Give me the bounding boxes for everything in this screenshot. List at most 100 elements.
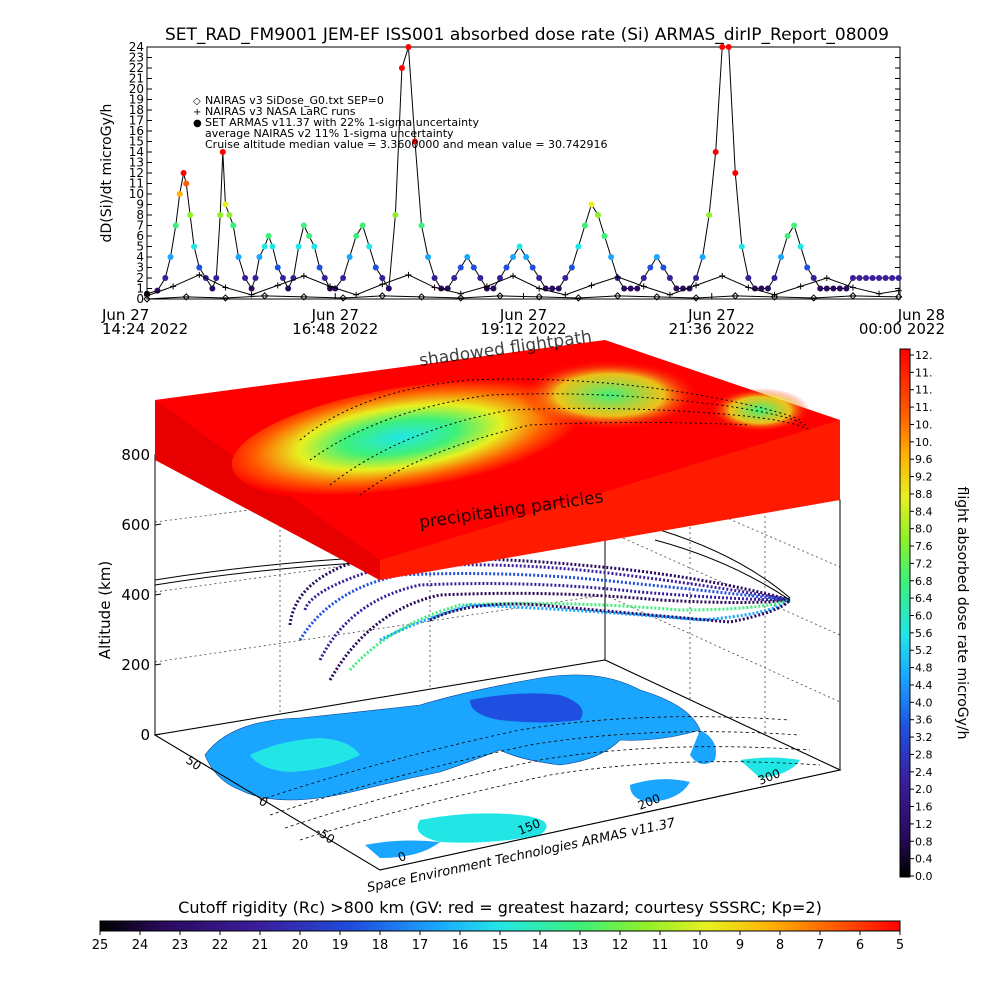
armas-point xyxy=(634,285,641,292)
colorbar-tick-label: 2.8 xyxy=(915,748,933,761)
armas-point xyxy=(555,285,562,292)
armas-point xyxy=(588,201,595,208)
rigidity-tick-label: 8 xyxy=(776,938,784,953)
nairas-larc-point xyxy=(849,284,856,291)
y-tick-label: 18 xyxy=(129,103,144,117)
nairas-v3-point xyxy=(300,293,308,301)
y-axis-label: dD(Si)/dt microGy/h xyxy=(99,104,115,243)
x-tick-date: Jun 27 xyxy=(311,306,359,324)
rigidity-tick-label: 14 xyxy=(532,938,549,953)
armas-point xyxy=(647,264,654,271)
armas-point xyxy=(196,264,203,271)
nairas-larc-point xyxy=(771,291,778,298)
colorbar-tick-label: 1.2 xyxy=(915,818,933,831)
rigidity-tick-label: 24 xyxy=(132,938,149,953)
z-tick-label: 200 xyxy=(121,656,150,674)
armas-point xyxy=(222,201,229,208)
armas-point xyxy=(230,222,237,229)
series-line xyxy=(146,295,899,300)
armas-point xyxy=(248,285,255,292)
colorbar-ticks: 0.0 0.4 0.8 1.2 1.6 2.0 2.4 2.8 3.2 3.6 4.0 4.4 4.8 5… xyxy=(910,349,933,883)
nairas-larc-point xyxy=(895,287,902,294)
armas-point xyxy=(256,254,263,260)
nairas-v3-point xyxy=(339,294,347,302)
armas-point xyxy=(213,275,220,281)
x-tick-time: 19:12 2022 xyxy=(480,320,566,338)
rigidity-tick-label: 10 xyxy=(692,938,709,953)
armas-point xyxy=(823,285,830,292)
nairas-v3-point xyxy=(417,293,426,301)
armas-point xyxy=(176,191,183,197)
colorbar-tick-label: 8.0 xyxy=(915,523,933,536)
y-tick-label: 1 xyxy=(136,282,144,296)
colorbar-tick-label: 4.8 xyxy=(915,662,933,675)
y-tick-label: 10 xyxy=(129,187,144,201)
z-tick-label: 0 xyxy=(140,726,150,744)
rigidity-tick-label: 9 xyxy=(736,938,744,953)
armas-point xyxy=(516,243,523,250)
armas-point xyxy=(738,243,745,250)
colorbar-tick-label: 3.2 xyxy=(915,731,933,744)
nairas-larc-point xyxy=(300,272,307,279)
legend-text: SET ARMAS v11.37 with 22% 1-sigma uncert… xyxy=(205,116,479,129)
nairas-larc-point xyxy=(510,272,517,279)
nairas-larc-point xyxy=(745,284,752,291)
rigidity-tick-label: 23 xyxy=(172,938,189,953)
precipitating-particles-slab: shadowed flightpath precipitating partic… xyxy=(154,327,840,581)
y-tick-label: 9 xyxy=(136,198,144,212)
colorbar-tick-label: 1.6 xyxy=(915,801,933,814)
armas-point xyxy=(470,264,477,271)
armas-point xyxy=(359,222,366,229)
y-tick-label: 7 xyxy=(136,219,144,233)
armas-point xyxy=(438,285,445,292)
nairas-larc-point xyxy=(483,283,490,290)
armas-point xyxy=(653,254,660,260)
y-tick-label: 24 xyxy=(129,40,144,54)
armas-point xyxy=(418,222,425,229)
legend-text: average NAIRAS v2 11% 1-sigma uncertaint… xyxy=(205,127,454,140)
dose-rate-colorbar: 0.0 0.4 0.8 1.2 1.6 2.0 2.4 2.8 3.2 3.6 4.0 4.4 4.8 5… xyxy=(899,348,970,883)
nairas-larc-point xyxy=(719,272,726,279)
nairas-larc-point xyxy=(640,283,647,290)
armas-point xyxy=(725,44,732,50)
rigidity-ramp xyxy=(99,920,901,932)
rigidity-tick-label: 17 xyxy=(412,938,429,953)
armas-point xyxy=(340,275,347,281)
armas-point xyxy=(372,264,379,271)
rigidity-tick-label: 21 xyxy=(252,938,269,953)
armas-point xyxy=(162,275,169,281)
armas-point xyxy=(745,275,752,281)
armas-point xyxy=(261,243,268,250)
armas-point xyxy=(167,254,174,260)
colorbar-tick-label: 8.8 xyxy=(915,488,933,501)
armas-point xyxy=(226,212,233,218)
rigidity-tick-label: 7 xyxy=(816,938,824,953)
armas-point xyxy=(699,254,706,260)
armas-point xyxy=(425,254,432,260)
armas-point xyxy=(490,285,497,292)
armas-point xyxy=(529,264,536,271)
colorbar-tick-label: 0.4 xyxy=(915,853,933,866)
armas-point xyxy=(385,285,392,292)
colorbar-tick-label: 9.2 xyxy=(915,471,933,484)
armas-point xyxy=(562,275,569,281)
nairas-larc-point xyxy=(457,290,464,297)
armas-point xyxy=(523,254,530,260)
x-tick-time: 16:48 2022 xyxy=(292,320,378,338)
legend-text: NAIRAS v3 SiDose_G0.txt SEP=0 xyxy=(205,94,384,107)
armas-point xyxy=(660,264,667,271)
x-tick-date: Jun 27 xyxy=(499,306,547,324)
nairas-v3-point xyxy=(810,294,818,302)
rigidity-tick-label: 12 xyxy=(612,938,629,953)
y-tick-label: 5 xyxy=(136,240,144,254)
rigidity-tick-label: 6 xyxy=(856,938,864,953)
armas-point xyxy=(366,243,373,250)
armas-point xyxy=(882,275,889,281)
rigidity-tick-label: 18 xyxy=(372,938,389,953)
world-map xyxy=(204,674,821,858)
rigidity-tick-label: 13 xyxy=(572,938,589,953)
legend-marker: + xyxy=(193,107,201,118)
colorbar-tick-label: 8.4 xyxy=(915,505,933,518)
colorbar-tick-label: 0.8 xyxy=(915,835,933,848)
